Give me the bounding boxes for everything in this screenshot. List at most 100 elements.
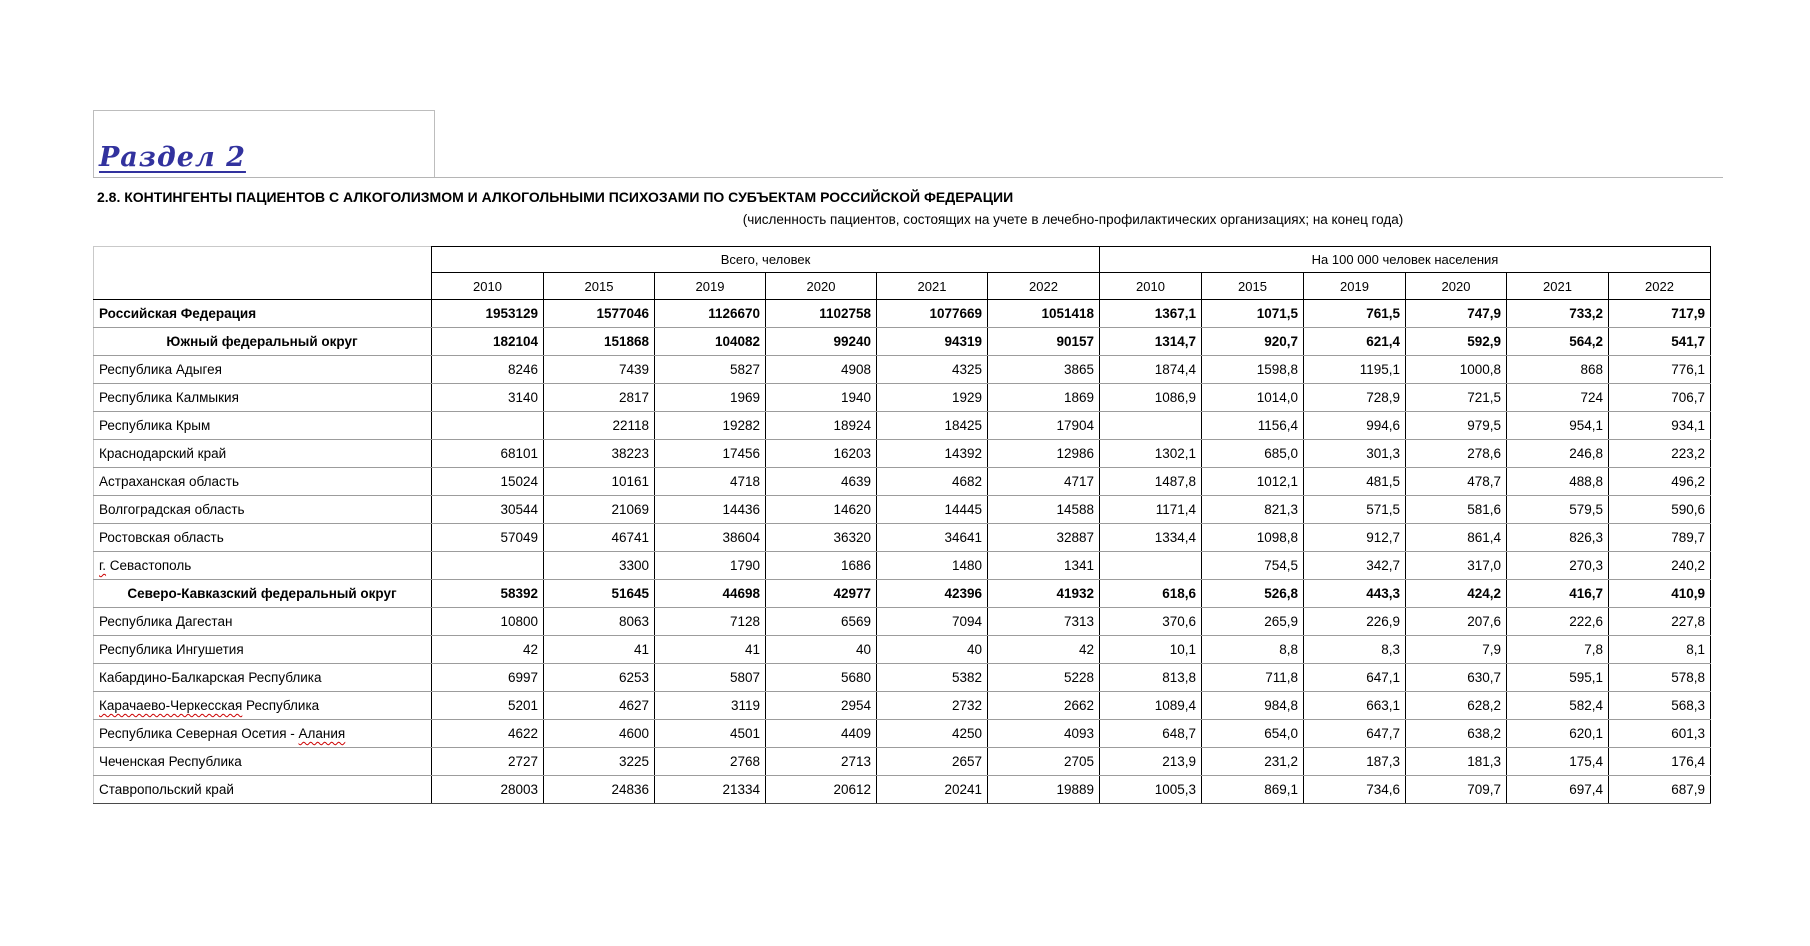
value-cell-rate-2015: 1012,1	[1201, 467, 1304, 496]
value-cell-total-2021: 40	[876, 635, 988, 664]
region-name-cell: Ростовская область	[93, 523, 432, 552]
value-cell-rate-2021: 416,7	[1506, 579, 1609, 608]
group-header-rate: На 100 000 человек населения	[1098, 246, 1712, 273]
value-cell-rate-2010: 1334,4	[1099, 523, 1202, 552]
year-header-total-2015: 2015	[543, 272, 655, 300]
section-header-cell: Раздел 2	[93, 110, 435, 177]
value-cell-rate-2022: 717,9	[1607, 299, 1712, 328]
value-cell-rate-2019: 481,5	[1303, 467, 1406, 496]
value-cell-total-2022: 3865	[987, 355, 1100, 384]
value-cell-rate-2019: 912,7	[1303, 523, 1406, 552]
value-cell-total-2022: 32887	[987, 523, 1100, 552]
value-cell-rate-2010: 1171,4	[1099, 495, 1202, 524]
value-cell-total-2020: 6569	[765, 607, 877, 636]
value-cell-total-2022: 4093	[987, 719, 1100, 748]
region-name-cell: Северо-Кавказский федеральный округ	[93, 579, 432, 608]
value-cell-total-2020: 4409	[765, 719, 877, 748]
value-cell-total-2019: 4718	[654, 467, 766, 496]
value-cell-total-2010: 4622	[431, 719, 544, 748]
value-cell-total-2022: 7313	[987, 607, 1100, 636]
value-cell-total-2019: 7128	[654, 607, 766, 636]
value-cell-rate-2021: 697,4	[1506, 775, 1609, 804]
value-cell-rate-2022: 240,2	[1607, 551, 1712, 580]
region-name-cell: Ставропольский край	[93, 775, 432, 804]
value-cell-rate-2015: 984,8	[1201, 691, 1304, 720]
page-title: 2.8. КОНТИНГЕНТЫ ПАЦИЕНТОВ С АЛКОГОЛИЗМО…	[97, 189, 1014, 205]
value-cell-total-2019: 4501	[654, 719, 766, 748]
value-cell-rate-2020: 747,9	[1405, 299, 1507, 328]
value-cell-rate-2022: 706,7	[1607, 383, 1712, 412]
value-cell-total-2021: 94319	[876, 327, 988, 356]
value-cell-total-2021: 20241	[876, 775, 988, 804]
value-cell-rate-2019: 571,5	[1303, 495, 1406, 524]
value-cell-total-2019: 17456	[654, 439, 766, 468]
region-column-header	[93, 246, 432, 300]
value-cell-rate-2022: 776,1	[1607, 355, 1712, 384]
year-header-total-2022: 2022	[987, 272, 1100, 300]
value-cell-rate-2022: 227,8	[1607, 607, 1712, 636]
value-cell-rate-2022: 223,2	[1607, 439, 1712, 468]
value-cell-rate-2020: 317,0	[1405, 551, 1507, 580]
value-cell-rate-2021: 868	[1506, 355, 1609, 384]
value-cell-rate-2020: 592,9	[1405, 327, 1507, 356]
value-cell-total-2021: 2732	[876, 691, 988, 720]
value-cell-rate-2010: 1302,1	[1099, 439, 1202, 468]
value-cell-rate-2020: 424,2	[1405, 579, 1507, 608]
value-cell-total-2022: 19889	[987, 775, 1100, 804]
value-cell-rate-2015: 920,7	[1201, 327, 1304, 356]
value-cell-rate-2021: 488,8	[1506, 467, 1609, 496]
table-row: Волгоградская область 30544 21069 14436 1462…	[93, 495, 1712, 524]
section-link[interactable]: Раздел 2	[99, 142, 246, 173]
value-cell-rate-2015: 8,8	[1201, 635, 1304, 664]
value-cell-rate-2020: 1000,8	[1405, 355, 1507, 384]
value-cell-total-2021: 1480	[876, 551, 988, 580]
value-cell-rate-2022: 687,9	[1607, 775, 1712, 804]
value-cell-rate-2010: 618,6	[1099, 579, 1202, 608]
value-cell-rate-2022: 934,1	[1607, 411, 1712, 440]
region-name-cell: Республика Адыгея	[93, 355, 432, 384]
value-cell-rate-2019: 663,1	[1303, 691, 1406, 720]
value-cell-total-2015: 7439	[543, 355, 655, 384]
value-cell-rate-2022: 176,4	[1607, 747, 1712, 776]
value-cell-rate-2021: 724	[1506, 383, 1609, 412]
value-cell-rate-2010: 213,9	[1099, 747, 1202, 776]
year-header-rate-2015: 2015	[1201, 272, 1304, 300]
value-cell-rate-2010	[1099, 551, 1202, 580]
value-cell-rate-2022: 601,3	[1607, 719, 1712, 748]
value-cell-rate-2019: 761,5	[1303, 299, 1406, 328]
value-cell-rate-2010: 1874,4	[1099, 355, 1202, 384]
table-row: Российская Федерация 1953129 1577046 112667…	[93, 299, 1712, 328]
value-cell-total-2020: 16203	[765, 439, 877, 468]
value-cell-rate-2015: 754,5	[1201, 551, 1304, 580]
group-header-total: Всего, человек	[431, 246, 1100, 273]
value-cell-total-2020: 2954	[765, 691, 877, 720]
value-cell-rate-2022: 568,3	[1607, 691, 1712, 720]
value-cell-rate-2015: 654,0	[1201, 719, 1304, 748]
value-cell-total-2020: 2713	[765, 747, 877, 776]
table-row: Кабардино-Балкарская Республика 6997 6253 5…	[93, 663, 1712, 692]
value-cell-total-2020: 4908	[765, 355, 877, 384]
value-cell-rate-2020: 709,7	[1405, 775, 1507, 804]
value-cell-rate-2020: 278,6	[1405, 439, 1507, 468]
table-row: Ставропольский край 28003 24836 21334 20612 2…	[93, 775, 1712, 804]
value-cell-rate-2015: 1598,8	[1201, 355, 1304, 384]
value-cell-total-2019: 14436	[654, 495, 766, 524]
value-cell-rate-2015: 821,3	[1201, 495, 1304, 524]
value-cell-rate-2022: 590,6	[1607, 495, 1712, 524]
value-cell-total-2015: 4627	[543, 691, 655, 720]
value-cell-rate-2021: 582,4	[1506, 691, 1609, 720]
value-cell-rate-2020: 638,2	[1405, 719, 1507, 748]
value-cell-rate-2015: 685,0	[1201, 439, 1304, 468]
value-cell-rate-2010	[1099, 411, 1202, 440]
value-cell-total-2022: 1869	[987, 383, 1100, 412]
table-row: Республика Адыгея 8246 7439 5827 4908 4325 386…	[93, 355, 1712, 384]
value-cell-rate-2019: 301,3	[1303, 439, 1406, 468]
value-cell-total-2010: 8246	[431, 355, 544, 384]
value-cell-total-2019: 2768	[654, 747, 766, 776]
value-cell-total-2022: 2705	[987, 747, 1100, 776]
value-cell-rate-2019: 647,1	[1303, 663, 1406, 692]
value-cell-total-2022: 17904	[987, 411, 1100, 440]
value-cell-total-2021: 4250	[876, 719, 988, 748]
value-cell-total-2015: 46741	[543, 523, 655, 552]
value-cell-rate-2010: 370,6	[1099, 607, 1202, 636]
